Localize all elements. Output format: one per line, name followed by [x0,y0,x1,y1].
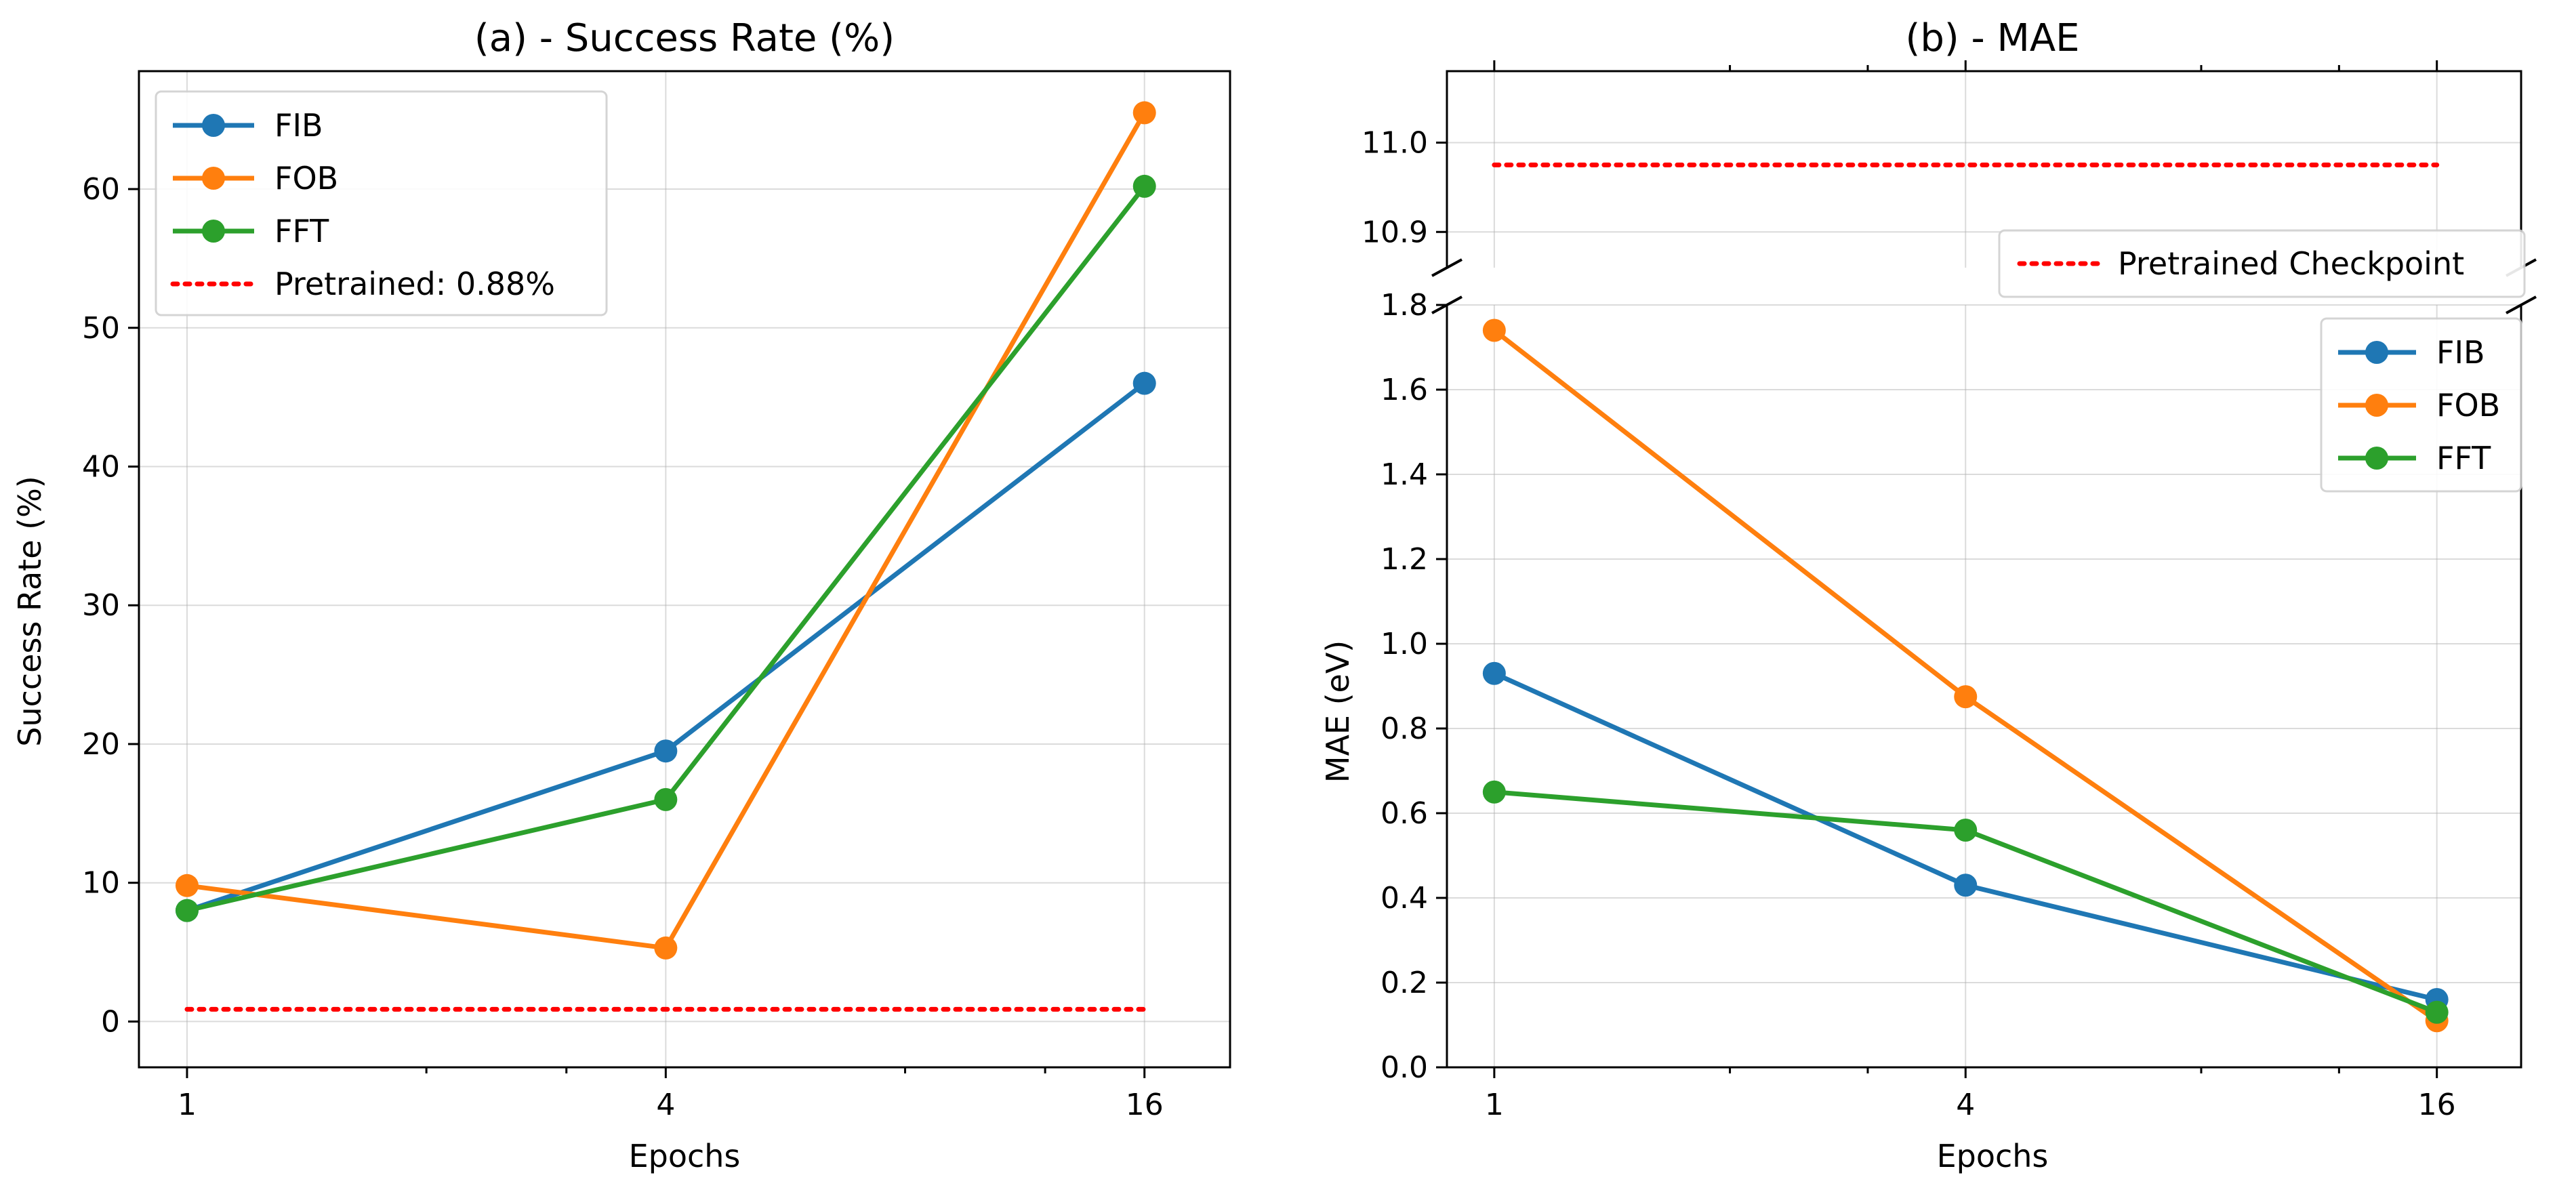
break-mark [1431,295,1463,314]
data-point-fob [1482,318,1506,342]
legend-marker [2365,341,2388,364]
y-tick-label: 20 [82,727,120,762]
plot-frame [138,70,1231,1069]
data-point-fib [654,739,678,763]
data-point-fob [1954,685,1978,709]
y-tick-label: 1.8 [1381,288,1428,323]
legend-marker [202,114,225,137]
plot-frame [1446,70,2522,1069]
y-tick-label: 0.0 [1381,1050,1428,1085]
y-tick-label: 60 [82,172,120,207]
legend-label: FOB [274,160,338,197]
y-tick-label: 40 [82,449,120,484]
y-tick-label: 1.2 [1381,542,1428,577]
y-tick-label: 30 [82,588,120,623]
y-tick-label: 10.9 [1362,215,1428,249]
x-tick-label: 4 [656,1088,675,1122]
y-tick-label: 0.8 [1381,712,1428,746]
axis-ticks: 1 4 16 10.9 11.0 0.0 0.2 0.4 0.6 0.8 1.0 1.2 1.4 1.6 1… [1362,60,2456,1122]
legend-marker [2365,447,2388,470]
x-axis-label: Epochs [629,1138,741,1174]
data-series [175,101,1156,1012]
upper-plot-frame [1446,70,2522,268]
chart-title: (b) - MAE [1905,16,2079,60]
lower-plot-frame [1446,305,2522,1069]
data-point-fib [1482,661,1506,685]
data-series [1482,162,2449,1033]
legend-label: FFT [274,213,329,249]
legend-frame [155,90,608,316]
legend-marker [202,220,225,243]
y-tick-label: 0.2 [1381,966,1428,1000]
y-tick-label: 50 [82,311,120,346]
data-point-fib [1954,874,1978,897]
x-axis-label: Epochs [1937,1138,2049,1174]
y-tick-label: 10 [82,866,120,901]
y-tick-label: 1.0 [1381,627,1428,661]
data-point-fob [175,874,199,897]
reference-legend: Pretrained Checkpoint [1998,229,2526,298]
data-point-fib [1132,371,1156,395]
legend-marker [2365,394,2388,417]
x-tick-label: 16 [2418,1088,2456,1122]
y-tick-label: 0 [101,1004,120,1039]
mae-chart: (b) - MAE MAE (eV) Epochs 1 4 16 10.9 11.0 0.… [1320,16,2537,1174]
x-tick-label: 1 [178,1088,197,1122]
legend-frame [1998,229,2526,298]
y-tick-label: 1.6 [1381,373,1428,407]
data-point-fob [654,936,678,960]
y-axis-label: Success Rate (%) [12,476,48,747]
y-tick-label: 0.4 [1381,881,1428,916]
legend: FIB FOB FFT Pretrained: 0.88% [155,90,608,316]
legend-label: Pretrained Checkpoint [2118,245,2464,282]
legend-label: FIB [2436,334,2485,371]
data-point-fft [2425,1000,2449,1024]
data-point-fft [1482,780,1506,804]
y-axis-label: MAE (eV) [1320,640,1356,783]
data-point-fft [654,787,678,811]
y-tick-label: 1.4 [1381,457,1428,492]
x-tick-label: 4 [1956,1088,1975,1122]
legend-label: FIB [274,107,323,144]
legend-label: FOB [2436,387,2500,424]
data-point-fft [1132,174,1156,198]
axis-ticks: 1 4 16 0 10 20 30 40 50 60 [82,172,1164,1122]
legend-label: Pretrained: 0.88% [274,266,555,302]
data-point-fob [1132,101,1156,125]
grid-lines [1447,71,2521,1068]
series-legend: FIB FOB FFT [2320,317,2522,493]
success-rate-chart: (a) - Success Rate (%) Success Rate (%) … [12,16,1231,1174]
data-point-fft [1954,819,1978,842]
x-tick-label: 16 [1126,1088,1164,1122]
x-tick-label: 1 [1485,1088,1504,1122]
chart-title: (a) - Success Rate (%) [474,16,895,60]
y-tick-label: 0.6 [1381,796,1428,831]
break-mark [2506,295,2537,314]
legend-label: FFT [2436,440,2491,476]
data-point-fft [175,899,199,922]
break-mark [1431,258,1463,277]
y-tick-label: 11.0 [1362,125,1428,160]
legend-marker [202,167,225,190]
grid-lines [139,71,1230,1067]
